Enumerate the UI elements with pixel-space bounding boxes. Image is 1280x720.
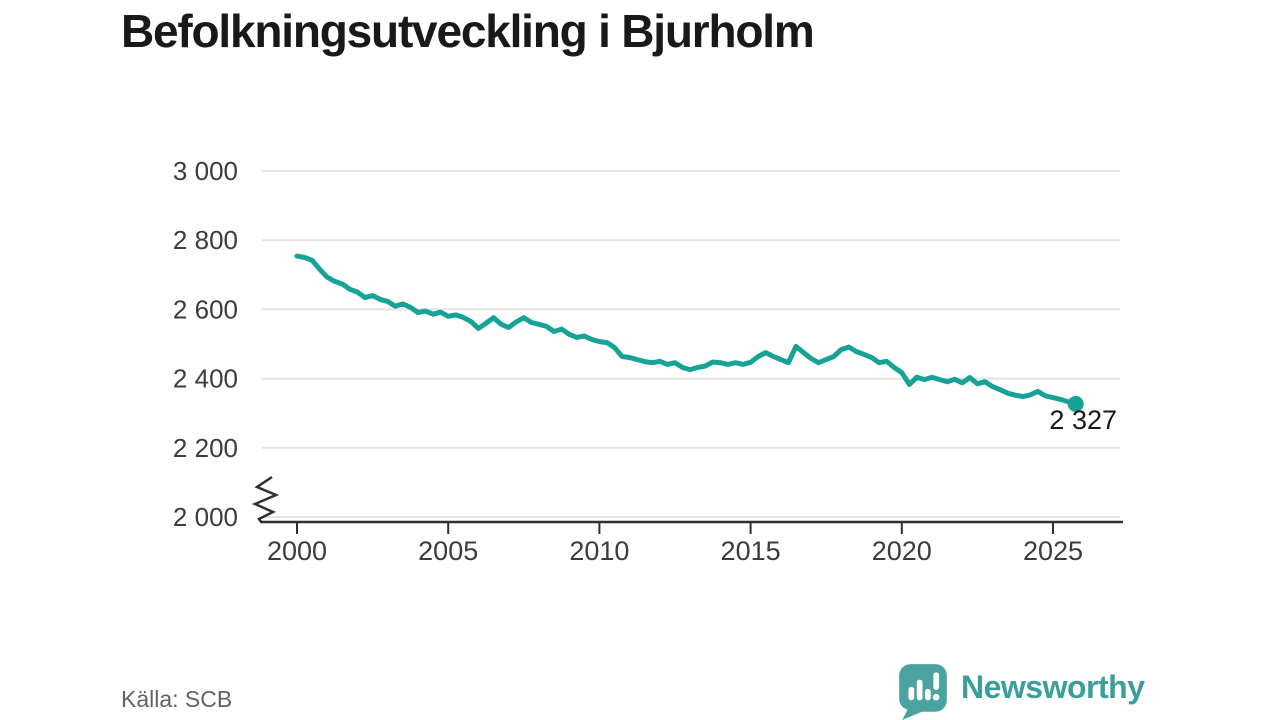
x-tick-label: 2020 <box>872 536 932 566</box>
x-tick-label: 2000 <box>267 536 327 566</box>
bar-icon-2 <box>916 679 923 701</box>
latest-value-label: 2 327 <box>1049 405 1117 435</box>
population-line <box>294 253 1079 407</box>
bar-icon-1 <box>908 686 915 701</box>
series-endpoint-dot <box>1067 395 1084 412</box>
exclamation-stroke <box>933 672 940 690</box>
axis-break-icon <box>251 475 280 524</box>
x-tick-label: 2025 <box>1023 536 1083 566</box>
newsworthy-chart-bubble-icon <box>899 664 947 720</box>
x-tick-label: 2010 <box>569 536 629 566</box>
y-tick-label: 2 800 <box>173 225 238 255</box>
y-tick-label: 3 000 <box>173 156 238 186</box>
x-tick-label: 2015 <box>721 536 781 566</box>
y-tick-label: 2 600 <box>173 294 238 324</box>
bubble-shape <box>899 664 947 720</box>
y-tick-label: 2 000 <box>173 502 238 532</box>
source-caption: Källa: SCB <box>121 686 233 712</box>
y-tick-label: 2 200 <box>173 433 238 463</box>
newsworthy-logo-text: Newsworthy <box>961 669 1145 705</box>
bar-icon-3 <box>925 688 931 701</box>
chart-title: Befolkningsutveckling i Bjurholm <box>121 5 815 57</box>
exclamation-dot <box>932 693 940 701</box>
newsworthy-logo: Newsworthy <box>896 662 1145 720</box>
x-tick-label: 2005 <box>418 536 478 566</box>
y-tick-label: 2 400 <box>173 364 238 394</box>
